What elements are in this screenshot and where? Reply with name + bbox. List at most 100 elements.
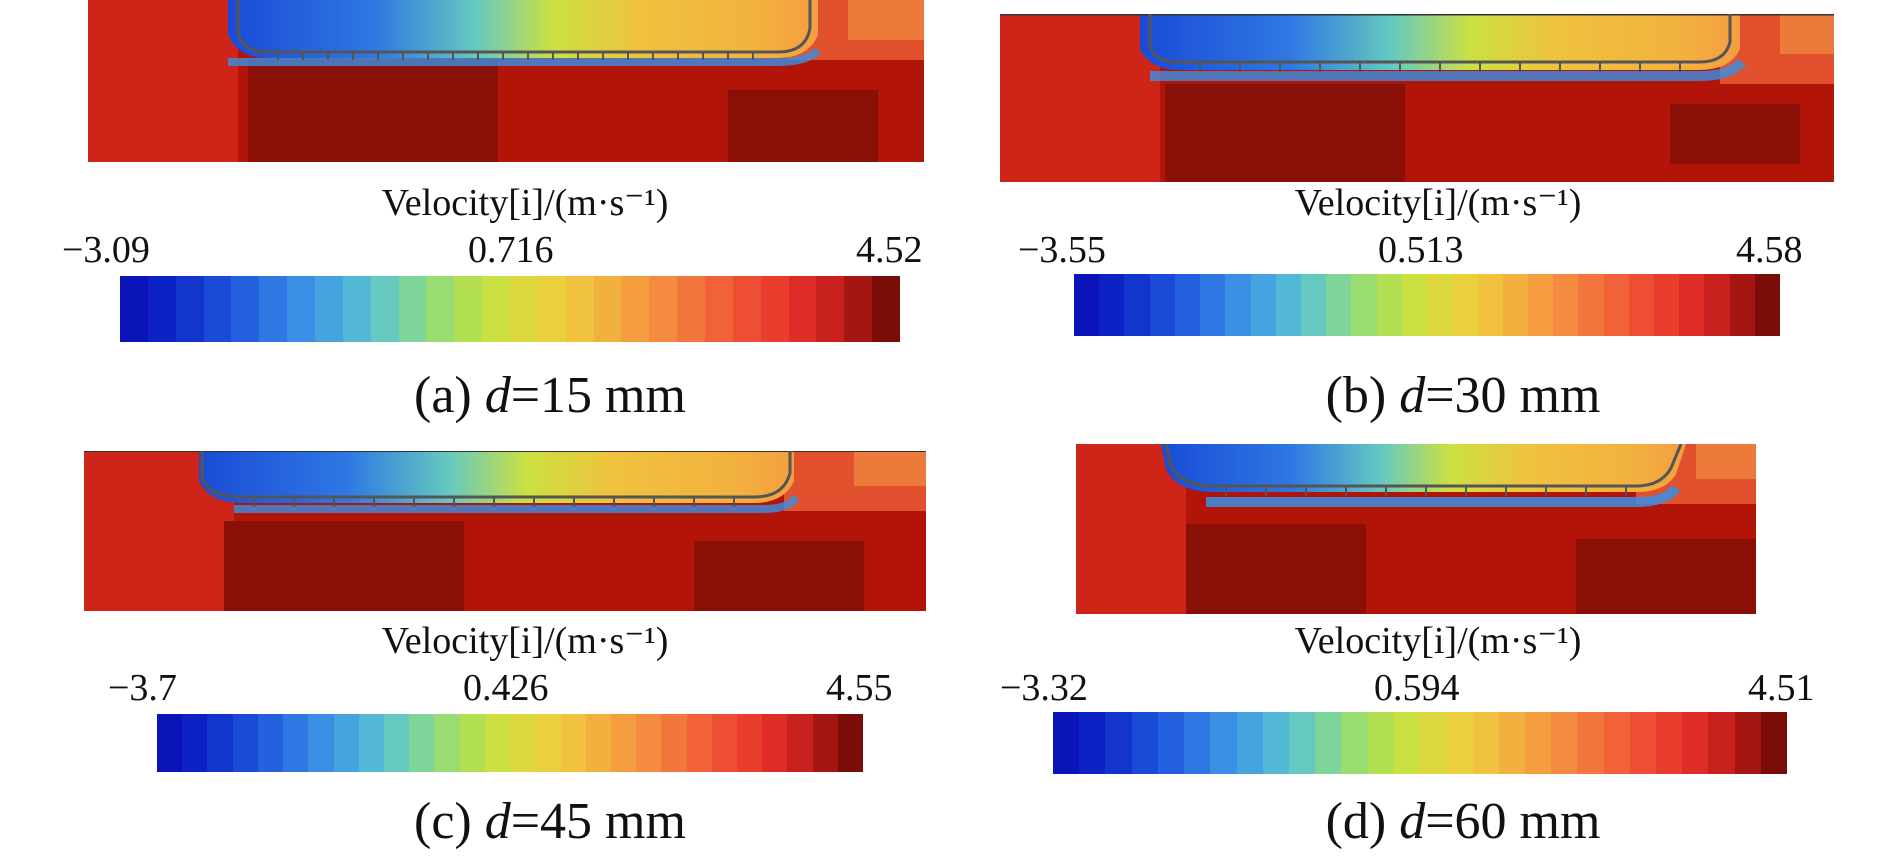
colorbar-swatch [610,714,637,772]
colorbar-swatch [760,276,789,342]
colorbar-swatch [257,714,284,772]
colorbar-swatch [1157,712,1185,774]
colorbar-swatch [1079,712,1106,774]
colorbar-swatch [1099,274,1125,336]
colorbar-swatch [1452,274,1478,336]
colorbar-swatch [1656,712,1683,774]
caption-d: (d) d=60 mm [1163,792,1763,851]
colorbar-swatch [232,714,258,772]
colorbar-swatch [1498,712,1525,774]
colorbar-swatch [1420,712,1447,774]
colorbar-swatch [459,714,485,772]
colorbar-title-d: Velocity[i]/(m·s⁻¹) [1294,620,1582,662]
colorbar-swatch [593,276,622,342]
colorbar-swatch [426,276,455,342]
colorbar-swatch [1074,274,1100,336]
colorbar-swatch [1105,712,1132,774]
colorbar-swatch [1225,274,1251,336]
colorbar-swatch [1401,274,1428,336]
caption-var-b: d [1399,367,1426,424]
colorbar-swatch [1477,274,1503,336]
colorbar-swatch [535,714,561,772]
colorbar-swatch [333,714,359,772]
colorbar-swatch [537,276,566,342]
colorbar-swatch [283,714,309,772]
colorbar-swatch [259,276,288,342]
caption-label-c: (c) [414,793,472,850]
colorbar-max-c: 4.55 [826,667,893,709]
colorbar-swatch [398,276,427,342]
colorbar-swatch [1578,274,1604,336]
colorbar-swatch [1184,712,1211,774]
colorbar-swatch [510,276,538,342]
colorbar-swatch [1367,712,1394,774]
colorbar-swatch [1603,274,1629,336]
caption-a: (a) d=15 mm [250,366,850,425]
colorbar-swatch [1527,274,1554,336]
colorbar-swatch [358,714,384,772]
velocity-field-d [1076,444,1756,614]
colorbar-swatch [175,276,204,342]
colorbar-swatch [1734,712,1761,774]
colorbar-swatch [1275,274,1301,336]
colorbar-swatch [1472,712,1499,774]
caption-label-a: (a) [414,367,472,424]
colorbar-swatch [1754,274,1781,336]
colorbar-swatch [844,276,873,342]
colorbar-swatch [147,276,176,342]
colorbar-swatch [1174,274,1201,336]
colorbar-swatch [1262,712,1289,774]
colorbar-max-a: 4.52 [856,229,923,271]
colorbar-title-c: Velocity[i]/(m·s⁻¹) [381,620,669,662]
caption-b: (b) d=30 mm [1163,366,1763,425]
colorbar-min-b: −3.55 [1018,229,1106,271]
colorbar-swatch [1288,712,1316,774]
colorbar-swatch [484,714,511,772]
colorbar-swatch [1760,712,1788,774]
colorbar-swatch [1210,712,1237,774]
colorbar-swatch [1131,712,1158,774]
velocity-field-c [84,451,926,611]
colorbar-swatch [565,276,594,342]
caption-value-b: =30 mm [1425,367,1601,424]
colorbar-swatch [120,276,148,342]
colorbar-swatch [482,276,511,342]
colorbar-swatch [454,276,483,342]
colorbar-swatch [510,714,536,772]
velocity-field-a [88,0,924,162]
colorbar-swatch [370,276,399,342]
colorbar-swatch [1427,274,1453,336]
colorbar-swatch [1341,712,1368,774]
colorbar-swatch [1628,274,1655,336]
colorbar-swatch [315,276,343,342]
colorbar-swatch [1679,274,1705,336]
colorbar-swatch [1250,274,1276,336]
colorbar-swatch [1393,712,1421,774]
colorbar-swatch [1351,274,1377,336]
colorbar-swatch [203,276,232,342]
colorbar-swatch [705,276,733,342]
colorbar-swatch [1629,712,1657,774]
colorbar-swatch [1704,274,1730,336]
colorbar-swatch [1149,274,1175,336]
colorbar-swatch [762,714,788,772]
colorbar-mid-b: 0.513 [1378,229,1464,271]
colorbar-min-d: −3.32 [1000,667,1088,709]
colorbar-swatch [383,714,410,772]
caption-label-d: (d) [1325,793,1387,850]
colorbar-swatch [182,714,208,772]
colorbar-swatch [342,276,371,342]
colorbar-swatch [711,714,738,772]
colorbar-min-c: −3.7 [108,667,177,709]
colorbar-swatch [560,714,586,772]
colorbar-d [1053,712,1788,774]
colorbar-swatch [837,714,864,772]
caption-value-a: =15 mm [510,367,686,424]
colorbar-swatch [1326,274,1352,336]
colorbar-swatch [1315,712,1342,774]
colorbar-swatch [1682,712,1709,774]
colorbar-title-a: Velocity[i]/(m·s⁻¹) [381,182,669,224]
colorbar-swatch [636,714,662,772]
colorbar-swatch [1053,712,1080,774]
colorbar-title-b: Velocity[i]/(m·s⁻¹) [1294,182,1582,224]
